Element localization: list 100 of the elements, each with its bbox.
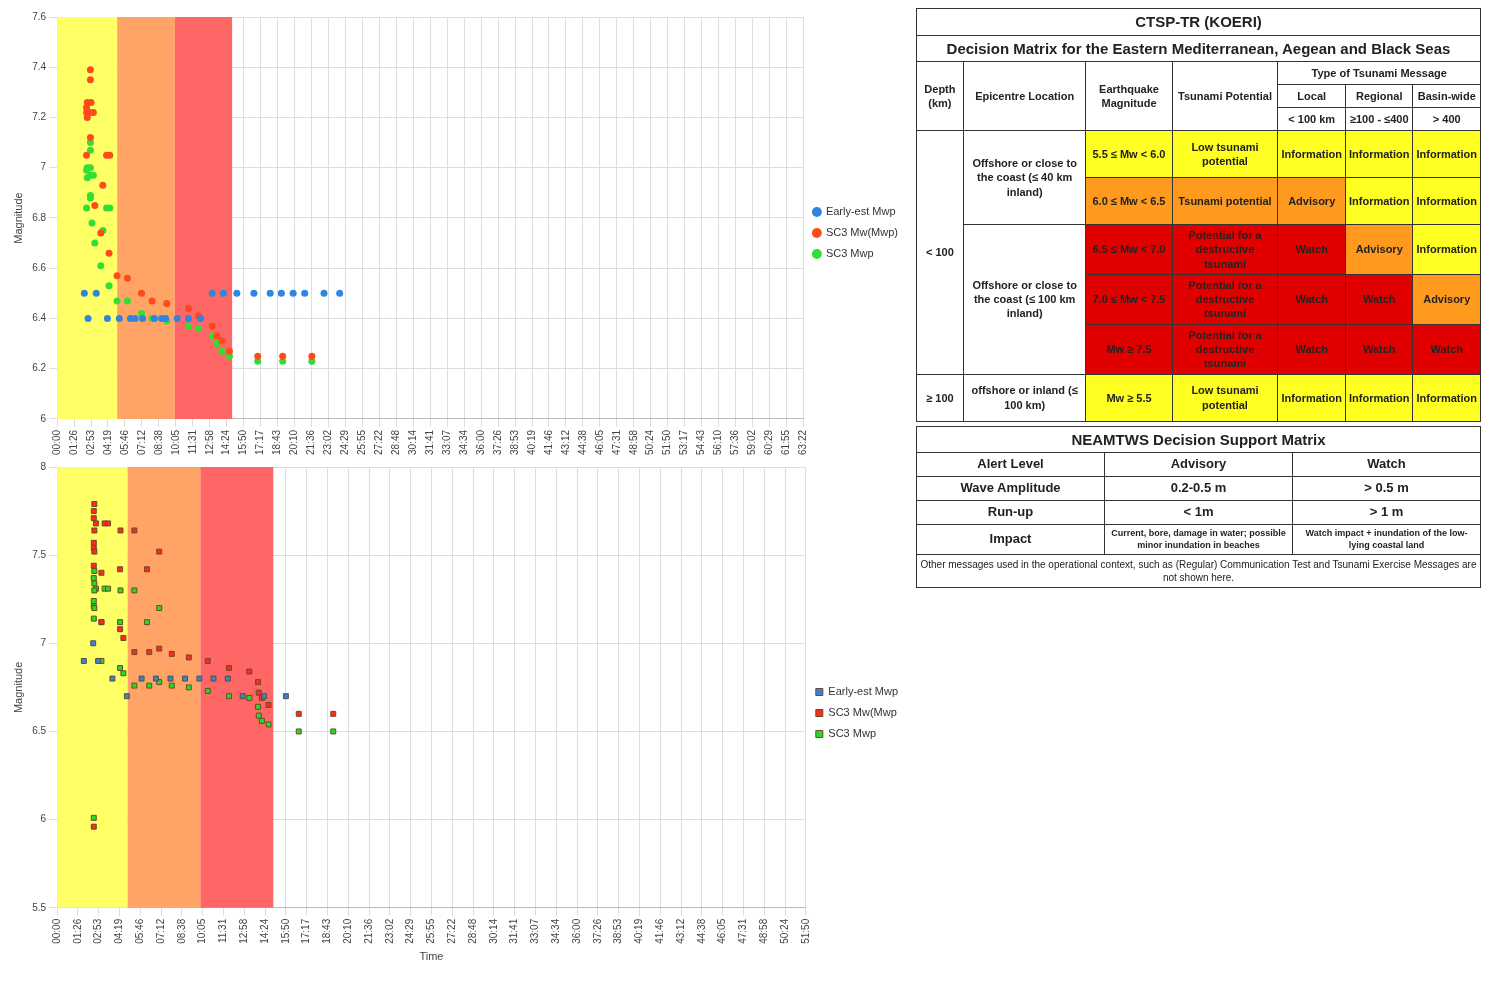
text: Information — [1412, 224, 1481, 275]
x-tick-label: 37:26 — [591, 918, 603, 944]
text: Information — [1277, 374, 1346, 422]
text: Current, bore, damage in water; possible minor inundation in beaches — [1104, 524, 1293, 555]
text: Local — [1277, 84, 1346, 108]
text: Run-up — [916, 500, 1105, 525]
x-tick-label: 01:26 — [71, 918, 83, 944]
y-tick-label: 6 — [40, 813, 47, 825]
text: > 400 — [1412, 107, 1481, 131]
text: > 1 m — [1292, 500, 1481, 525]
text: > 0.5 m — [1292, 476, 1481, 501]
text: NEAMTWS Decision Support Matrix — [916, 426, 1481, 453]
text: Advisory — [1412, 274, 1481, 325]
x-tick-label: 27:22 — [373, 429, 385, 456]
text: < 100 km — [1277, 107, 1346, 131]
text: Tsunami Potential — [1172, 61, 1278, 131]
text: < 100 — [916, 130, 964, 375]
x-tick-label: 31:41 — [508, 918, 520, 944]
x-tick-label: 25:55 — [356, 429, 368, 456]
x-tick-label: 43:12 — [674, 918, 686, 944]
x-tick-label: 38:53 — [508, 429, 520, 456]
x-tick-label: 25:55 — [425, 918, 437, 944]
text: Watch — [1345, 274, 1413, 325]
x-tick-label: 51:50 — [799, 918, 811, 944]
text: Watch — [1277, 324, 1346, 375]
x-tick-label: 12:58 — [203, 429, 215, 456]
text: Depth (km) — [916, 61, 964, 131]
text: Advisory — [1104, 452, 1293, 477]
text: Mw ≥ 5.5 — [1085, 374, 1173, 422]
x-tick-label: 44:38 — [695, 918, 707, 944]
text: Impact — [916, 524, 1105, 555]
text: Basin-wide — [1412, 84, 1481, 108]
x-tick-label: 51:50 — [661, 429, 673, 456]
x-tick-label: 33:07 — [529, 918, 541, 944]
x-tick-label: 21:36 — [362, 918, 374, 944]
x-tick-label: 50:24 — [778, 918, 790, 944]
text: Information — [1345, 130, 1413, 178]
text: 0.2-0.5 m — [1104, 476, 1293, 501]
text: Watch — [1277, 224, 1346, 275]
y-axis-title: Magnitude — [11, 192, 24, 244]
x-tick-label: 48:58 — [757, 918, 769, 944]
y-tick-label: 7.5 — [32, 548, 47, 560]
x-tick-label: 27:22 — [446, 918, 458, 944]
text: Type of Tsunami Message — [1277, 61, 1481, 85]
y-tick-label: 6.2 — [32, 362, 47, 374]
x-tick-label: 56:10 — [712, 429, 724, 456]
y-tick-label: 7.2 — [32, 111, 47, 123]
text: Information — [1277, 130, 1346, 178]
x-tick-label: 50:24 — [644, 429, 656, 456]
x-tick-label: 14:24 — [220, 429, 232, 456]
x-tick-label: 30:14 — [407, 429, 419, 456]
x-tick-label: 20:10 — [342, 918, 354, 944]
x-axis-title: Time — [419, 950, 444, 963]
x-tick-label: 01:26 — [67, 429, 79, 456]
x-tick-label: 34:34 — [550, 918, 561, 944]
x-tick-label: 24:29 — [339, 429, 351, 456]
text: Earthquake Magnitude — [1085, 61, 1173, 131]
x-tick-label: 08:38 — [175, 918, 187, 944]
text: Watch — [1345, 324, 1413, 375]
text: 6.5 ≤ Mw < 7.0 — [1085, 224, 1173, 275]
y-tick-label: 7 — [40, 161, 47, 173]
x-tick-label: 11:31 — [186, 429, 198, 455]
text: Watch — [1277, 274, 1346, 325]
x-tick-label: 21:36 — [305, 429, 317, 456]
x-tick-label: 18:43 — [321, 918, 333, 944]
x-tick-label: 41:46 — [653, 918, 665, 944]
y-tick-label: 8 — [40, 460, 47, 472]
text: Offshore or close to the coast (≤ 100 km inland) — [963, 224, 1086, 375]
x-tick-label: 23:02 — [383, 918, 395, 944]
text: 6.0 ≤ Mw < 6.5 — [1085, 177, 1173, 225]
text: ≥100 - ≤400 — [1345, 107, 1413, 131]
x-tick-label: 04:19 — [101, 429, 113, 456]
x-tick-label: 28:48 — [466, 918, 478, 944]
text: Potential for a destructive tsunami — [1172, 274, 1278, 325]
y-tick-label: 7.4 — [32, 61, 47, 72]
text: Wave Amplitude — [916, 476, 1105, 501]
legend-label: Early-est Mwp — [825, 205, 896, 218]
y-tick-label: 7.6 — [32, 10, 47, 22]
x-tick-label: 12:58 — [238, 918, 250, 944]
x-tick-label: 00:00 — [50, 429, 62, 456]
x-tick-label: 17:17 — [254, 429, 266, 456]
x-tick-label: 17:17 — [300, 918, 312, 944]
x-tick-label: 23:02 — [322, 429, 334, 456]
text: Information — [1412, 374, 1481, 422]
x-tick-label: 24:29 — [404, 918, 416, 944]
x-tick-label: 02:53 — [92, 918, 104, 944]
text: Other messages used in the operational context, such as (Regular) Communication Test and Tsunami Exercise Messages are not shown here. — [916, 554, 1481, 588]
x-tick-label: 57:36 — [729, 429, 741, 456]
x-tick-label: 37:26 — [491, 429, 503, 456]
x-tick-label: 33:07 — [440, 429, 452, 456]
y-tick-label: 6 — [40, 412, 47, 424]
text: 7.0 ≤ Mw < 7.5 — [1085, 274, 1173, 325]
text: Information — [1345, 374, 1413, 422]
y-axis-title: Magnitude — [11, 661, 24, 714]
x-tick-label: 20:10 — [288, 429, 300, 456]
x-tick-label: 00:00 — [50, 918, 62, 944]
x-tick-label: 05:46 — [118, 429, 130, 456]
x-tick-label: 28:48 — [390, 429, 402, 456]
text: Watch — [1292, 452, 1481, 477]
x-tick-label: 05:46 — [134, 918, 146, 944]
